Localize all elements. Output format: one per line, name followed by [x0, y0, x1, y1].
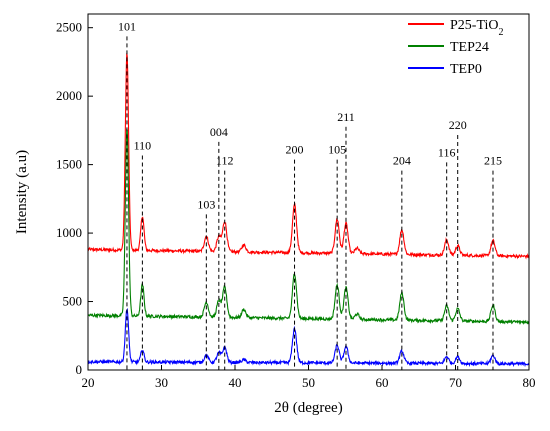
- legend: P25-TiO2 TEP24 TEP0: [408, 18, 504, 77]
- y-tick-label: 2000: [56, 88, 82, 103]
- peak-label: 103: [197, 197, 215, 211]
- x-tick-label: 60: [376, 375, 389, 390]
- legend-entry: TEP24: [450, 40, 489, 55]
- x-tick-label: 40: [229, 375, 242, 390]
- y-tick-label: 1500: [56, 157, 82, 172]
- peak-label: 215: [484, 154, 502, 168]
- legend-entry: TEP0: [450, 62, 482, 77]
- peak-label: 110: [134, 139, 152, 153]
- x-tick-label: 20: [82, 375, 95, 390]
- axes: 20 30 40 50 60 70 80 0 500 1000 1500 2000 2500 2θ (de…: [14, 13, 536, 416]
- y-axis-title: Intensity (a.u): [14, 150, 30, 234]
- x-tick-label: 70: [449, 375, 462, 390]
- x-tick-label: 80: [523, 375, 536, 390]
- y-tick-label: 500: [63, 294, 83, 309]
- peak-label: 220: [449, 118, 467, 132]
- legend-entry: P25-TiO2: [450, 18, 504, 38]
- series-line-tep24: [87, 128, 530, 325]
- x-tick-label: 30: [155, 375, 168, 390]
- y-tick-label: 0: [76, 362, 83, 377]
- peak-label: 200: [286, 143, 304, 157]
- peak-label: 112: [216, 154, 234, 168]
- peak-label: 105: [328, 143, 346, 157]
- peak-label: 116: [438, 145, 456, 159]
- x-tick-label: 50: [302, 375, 315, 390]
- peak-label: 204: [393, 154, 411, 168]
- series-line-p25-tio: [87, 53, 530, 260]
- peak-label: 211: [337, 110, 355, 124]
- legend-subscript: 2: [499, 27, 504, 38]
- series-line-tep0: [87, 307, 530, 368]
- peak-label: 004: [210, 125, 228, 139]
- y-tick-label: 2500: [56, 20, 82, 35]
- peak-label: 101: [118, 19, 136, 33]
- plot-area: 101 110 103 004 112 200 105 211 204 116 220 215: [87, 19, 530, 370]
- y-tick-label: 1000: [56, 225, 82, 240]
- x-axis-title: 2θ (degree): [274, 400, 342, 416]
